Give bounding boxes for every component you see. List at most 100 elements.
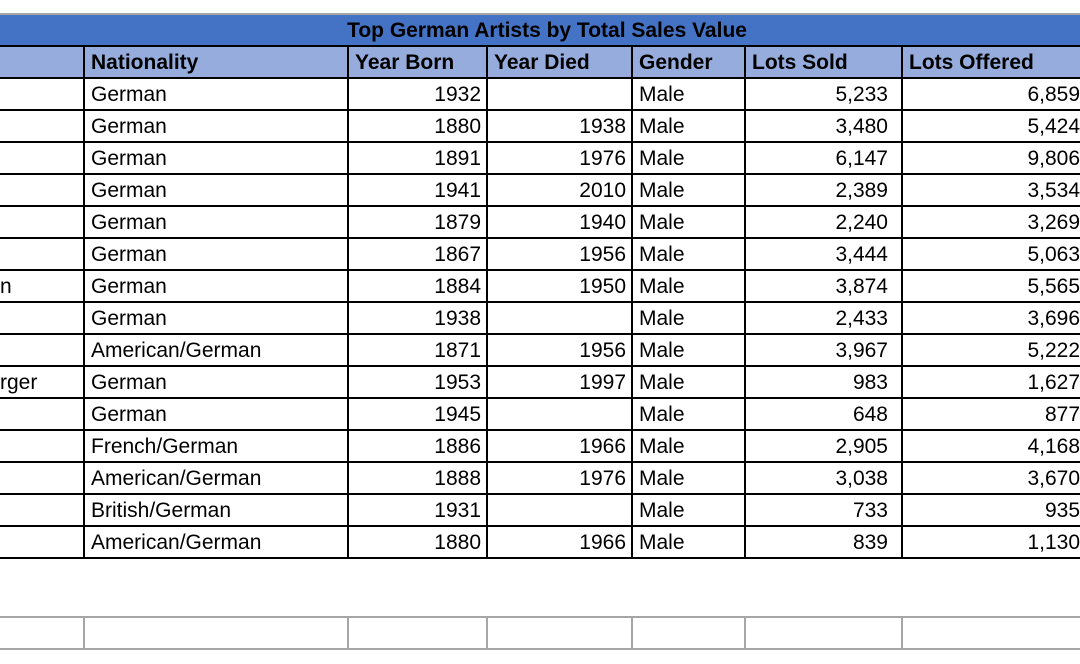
cell-year-died[interactable] xyxy=(486,493,633,527)
column-header-lots-offered[interactable]: Lots Offered xyxy=(900,45,1080,79)
cell-nationality[interactable]: German xyxy=(83,365,349,399)
cell-nationality[interactable]: German xyxy=(83,397,349,431)
cell-name[interactable] xyxy=(0,173,85,207)
cell-year-died[interactable] xyxy=(486,397,633,431)
cell-lots-sold[interactable]: 3,874 xyxy=(744,269,903,303)
cell-year-born[interactable]: 1938 xyxy=(347,301,488,335)
cell-gender[interactable]: Male xyxy=(631,77,746,111)
empty-cell[interactable] xyxy=(744,616,903,650)
cell-year-born[interactable]: 1888 xyxy=(347,461,488,495)
cell-lots-offered[interactable]: 3,670 xyxy=(900,461,1080,495)
cell-lots-sold[interactable]: 6,147 xyxy=(744,141,903,175)
empty-cell[interactable] xyxy=(486,616,633,650)
cell-lots-offered[interactable]: 6,859 xyxy=(900,77,1080,111)
cell-year-born[interactable]: 1931 xyxy=(347,493,488,527)
cell-gender[interactable]: Male xyxy=(631,397,746,431)
cell-year-died[interactable]: 2010 xyxy=(486,173,633,207)
cell-gender[interactable]: Male xyxy=(631,141,746,175)
column-header-gender[interactable]: Gender xyxy=(631,45,746,79)
cell-name[interactable] xyxy=(0,493,85,527)
cell-lots-sold[interactable]: 3,038 xyxy=(744,461,903,495)
cell-nationality[interactable]: American/German xyxy=(83,461,349,495)
cell-gender[interactable]: Male xyxy=(631,493,746,527)
cell-year-died[interactable]: 1966 xyxy=(486,429,633,463)
cell-lots-offered[interactable]: 5,565 xyxy=(900,269,1080,303)
cell-lots-offered[interactable]: 5,424 xyxy=(900,109,1080,143)
cell-year-died[interactable]: 1997 xyxy=(486,365,633,399)
cell-lots-offered[interactable]: 3,696 xyxy=(900,301,1080,335)
cell-gender[interactable]: Male xyxy=(631,237,746,271)
cell-year-born[interactable]: 1941 xyxy=(347,173,488,207)
cell-nationality[interactable]: German xyxy=(83,109,349,143)
cell-name[interactable] xyxy=(0,141,85,175)
cell-year-died[interactable] xyxy=(486,301,633,335)
cell-name[interactable] xyxy=(0,397,85,431)
cell-gender[interactable]: Male xyxy=(631,333,746,367)
cell-year-born[interactable]: 1867 xyxy=(347,237,488,271)
cell-year-died[interactable]: 1976 xyxy=(486,141,633,175)
cell-year-born[interactable]: 1879 xyxy=(347,205,488,239)
cell-nationality[interactable]: British/German xyxy=(83,493,349,527)
cell-gender[interactable]: Male xyxy=(631,429,746,463)
empty-cell[interactable] xyxy=(901,616,1080,650)
cell-gender[interactable]: Male xyxy=(631,205,746,239)
table-title[interactable]: Top German Artists by Total Sales Value xyxy=(0,13,1080,47)
cell-lots-sold[interactable]: 3,967 xyxy=(744,333,903,367)
cell-lots-sold[interactable]: 2,433 xyxy=(744,301,903,335)
cell-lots-sold[interactable]: 3,444 xyxy=(744,237,903,271)
empty-cell[interactable] xyxy=(83,616,349,650)
cell-nationality[interactable]: German xyxy=(83,301,349,335)
cell-gender[interactable]: Male xyxy=(631,109,746,143)
cell-gender[interactable]: Male xyxy=(631,525,746,559)
empty-cell[interactable] xyxy=(631,616,746,650)
cell-name[interactable]: rger xyxy=(0,365,85,399)
cell-nationality[interactable]: American/German xyxy=(83,525,349,559)
cell-lots-sold[interactable]: 733 xyxy=(744,493,903,527)
cell-year-died[interactable]: 1950 xyxy=(486,269,633,303)
column-header-name[interactable] xyxy=(0,45,85,79)
cell-nationality[interactable]: German xyxy=(83,205,349,239)
cell-year-born[interactable]: 1880 xyxy=(347,525,488,559)
cell-lots-offered[interactable]: 3,534 xyxy=(900,173,1080,207)
cell-nationality[interactable]: French/German xyxy=(83,429,349,463)
cell-lots-offered[interactable]: 4,168 xyxy=(900,429,1080,463)
cell-lots-sold[interactable]: 983 xyxy=(744,365,903,399)
cell-name[interactable] xyxy=(0,429,85,463)
cell-name[interactable]: n xyxy=(0,269,85,303)
column-header-nationality[interactable]: Nationality xyxy=(83,45,349,79)
cell-nationality[interactable]: German xyxy=(83,141,349,175)
cell-lots-offered[interactable]: 935 xyxy=(900,493,1080,527)
cell-year-died[interactable]: 1938 xyxy=(486,109,633,143)
cell-year-died[interactable]: 1956 xyxy=(486,333,633,367)
column-header-year-died[interactable]: Year Died xyxy=(486,45,633,79)
cell-name[interactable] xyxy=(0,109,85,143)
cell-gender[interactable]: Male xyxy=(631,301,746,335)
cell-gender[interactable]: Male xyxy=(631,173,746,207)
cell-nationality[interactable]: American/German xyxy=(83,333,349,367)
cell-year-born[interactable]: 1871 xyxy=(347,333,488,367)
cell-year-born[interactable]: 1953 xyxy=(347,365,488,399)
cell-nationality[interactable]: German xyxy=(83,77,349,111)
cell-gender[interactable]: Male xyxy=(631,269,746,303)
cell-nationality[interactable]: German xyxy=(83,269,349,303)
cell-lots-offered[interactable]: 1,627 xyxy=(900,365,1080,399)
cell-year-born[interactable]: 1891 xyxy=(347,141,488,175)
cell-year-died[interactable]: 1956 xyxy=(486,237,633,271)
cell-lots-offered[interactable]: 9,806 xyxy=(900,141,1080,175)
cell-nationality[interactable]: German xyxy=(83,237,349,271)
cell-lots-sold[interactable]: 648 xyxy=(744,397,903,431)
cell-lots-offered[interactable]: 3,269 xyxy=(900,205,1080,239)
cell-year-born[interactable]: 1932 xyxy=(347,77,488,111)
cell-lots-offered[interactable]: 5,222 xyxy=(900,333,1080,367)
cell-lots-sold[interactable]: 5,233 xyxy=(744,77,903,111)
cell-lots-offered[interactable]: 1,130 xyxy=(900,525,1080,559)
cell-year-born[interactable]: 1884 xyxy=(347,269,488,303)
cell-name[interactable] xyxy=(0,205,85,239)
cell-year-born[interactable]: 1886 xyxy=(347,429,488,463)
cell-lots-sold[interactable]: 2,389 xyxy=(744,173,903,207)
cell-name[interactable] xyxy=(0,77,85,111)
cell-lots-sold[interactable]: 3,480 xyxy=(744,109,903,143)
cell-lots-sold[interactable]: 2,240 xyxy=(744,205,903,239)
cell-lots-offered[interactable]: 877 xyxy=(900,397,1080,431)
cell-year-died[interactable]: 1940 xyxy=(486,205,633,239)
